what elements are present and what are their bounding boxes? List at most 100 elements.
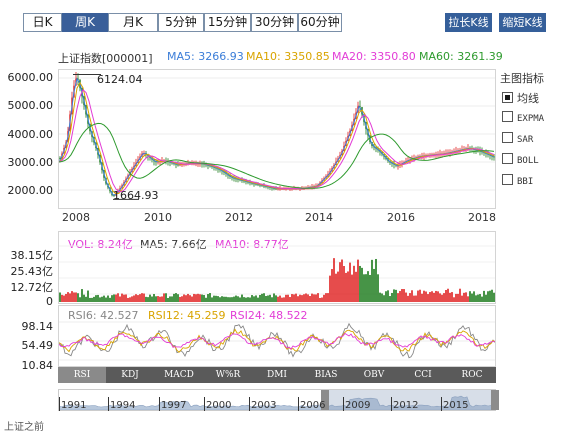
volume-plot: [59, 245, 495, 302]
volume-bar: [341, 259, 343, 302]
volume-bar: [293, 294, 295, 302]
tab-cci[interactable]: CCI: [414, 370, 432, 380]
volume-bar: [123, 294, 125, 302]
volume-bar: [355, 271, 357, 302]
volume-bar: [271, 297, 273, 302]
volume-bar: [175, 293, 177, 302]
volume-bar: [221, 296, 223, 302]
legend-ma60: MA60: 3261.39: [419, 50, 503, 63]
rsi24-line: [59, 332, 495, 350]
indicator-ma[interactable]: 均线: [502, 90, 539, 106]
stretch-kline-button[interactable]: 拉长K线: [445, 13, 492, 32]
tab-bias[interactable]: BIAS: [314, 370, 338, 380]
volume-bar: [177, 294, 179, 302]
volume-bar: [247, 297, 249, 302]
volume-bar: [347, 271, 349, 302]
volume-bar: [391, 292, 393, 302]
navigator-plot: [59, 395, 495, 410]
volume-bar: [453, 297, 455, 302]
volume-bar: [473, 291, 475, 302]
tab-rsi[interactable]: RSI: [58, 367, 106, 383]
volume-bar: [383, 295, 385, 302]
volume-bar: [287, 294, 289, 302]
y-tick-6000: 6000.00: [7, 71, 54, 84]
indicator-expma[interactable]: EXPMA: [502, 111, 544, 124]
tab-daily-k[interactable]: 日K: [23, 13, 62, 32]
volume-bar: [59, 292, 61, 302]
volume-bar: [345, 272, 347, 302]
volume-bar: [417, 290, 419, 302]
shorten-kline-button[interactable]: 缩短K线: [499, 13, 546, 32]
volume-bar: [69, 293, 71, 302]
volume-bar: [195, 294, 197, 302]
kline-chart[interactable]: [58, 69, 496, 209]
candle: [359, 106, 361, 108]
volume-bar: [219, 297, 221, 302]
volume-bar: [201, 294, 203, 302]
tab-15min[interactable]: 15分钟: [204, 13, 251, 32]
volume-bar: [189, 295, 191, 302]
tab-dmi[interactable]: DMI: [267, 370, 287, 380]
high-label: 6124.04: [97, 73, 143, 86]
legend-ma10: MA10: 3350.85: [246, 50, 330, 63]
rsi-chart[interactable]: [58, 305, 496, 367]
navigator-left-handle[interactable]: [321, 390, 329, 410]
tab-wr[interactable]: W%R: [215, 370, 241, 380]
volume-bar: [147, 297, 149, 302]
volume-bar: [375, 258, 377, 302]
volume-bar: [411, 290, 413, 302]
volume-bar: [277, 296, 279, 302]
volume-bar: [103, 295, 105, 302]
volume-bar: [439, 293, 441, 302]
tab-roc[interactable]: ROC: [461, 370, 483, 380]
nav-year-2006: 2006: [297, 397, 326, 411]
rsi12-value: RSI12: 45.259: [148, 309, 226, 322]
x-tick-2016: 2016: [387, 211, 415, 224]
rsi-plot: [59, 321, 495, 361]
x-tick-2008: 2008: [62, 211, 90, 224]
volume-bar: [317, 293, 319, 302]
volume-bar: [403, 289, 405, 302]
indicator-sar[interactable]: SAR: [502, 132, 533, 145]
volume-bar: [301, 295, 303, 302]
volume-bar: [155, 296, 157, 302]
volume-bar: [257, 297, 259, 302]
nav-year-1994: 1994: [107, 397, 136, 411]
volume-bar: [93, 296, 95, 302]
volume-chart[interactable]: [58, 231, 496, 304]
volume-bar: [409, 293, 411, 302]
volume-bar: [171, 296, 173, 302]
volume-bar: [77, 293, 79, 302]
tab-30min[interactable]: 30分钟: [251, 13, 298, 32]
tab-obv[interactable]: OBV: [363, 370, 385, 380]
indicator-label: SAR: [517, 135, 534, 145]
volume-bar: [115, 294, 117, 302]
volume-bar: [463, 292, 465, 302]
time-navigator[interactable]: [58, 389, 499, 411]
tab-60min[interactable]: 60分钟: [298, 13, 342, 32]
tab-macd[interactable]: MACD: [164, 370, 194, 380]
tab-kdj[interactable]: KDJ: [121, 370, 139, 380]
x-tick-2014: 2014: [305, 211, 333, 224]
volume-bar: [361, 267, 363, 302]
tab-monthly-k[interactable]: 月K: [108, 13, 158, 32]
volume-bar: [267, 295, 269, 302]
volume-bar: [349, 262, 351, 302]
y-tick-4000: 4000.00: [7, 128, 54, 141]
volume-bar: [425, 291, 427, 302]
candle: [287, 188, 289, 190]
tab-weekly-k[interactable]: 周K: [62, 13, 108, 32]
volume-bar: [75, 292, 77, 302]
tab-5min[interactable]: 5分钟: [158, 13, 204, 32]
volume-bar: [489, 290, 491, 302]
volume-bar: [333, 258, 335, 302]
volume-bar: [97, 294, 99, 302]
navigator-selection[interactable]: [324, 390, 496, 410]
navigator-right-handle[interactable]: [491, 390, 499, 410]
indicator-boll[interactable]: BOLL: [502, 153, 539, 166]
candle: [279, 188, 281, 190]
candle: [113, 195, 115, 197]
volume-bar: [327, 293, 329, 302]
volume-bar: [373, 268, 375, 302]
indicator-bbi[interactable]: BBI: [502, 174, 533, 187]
